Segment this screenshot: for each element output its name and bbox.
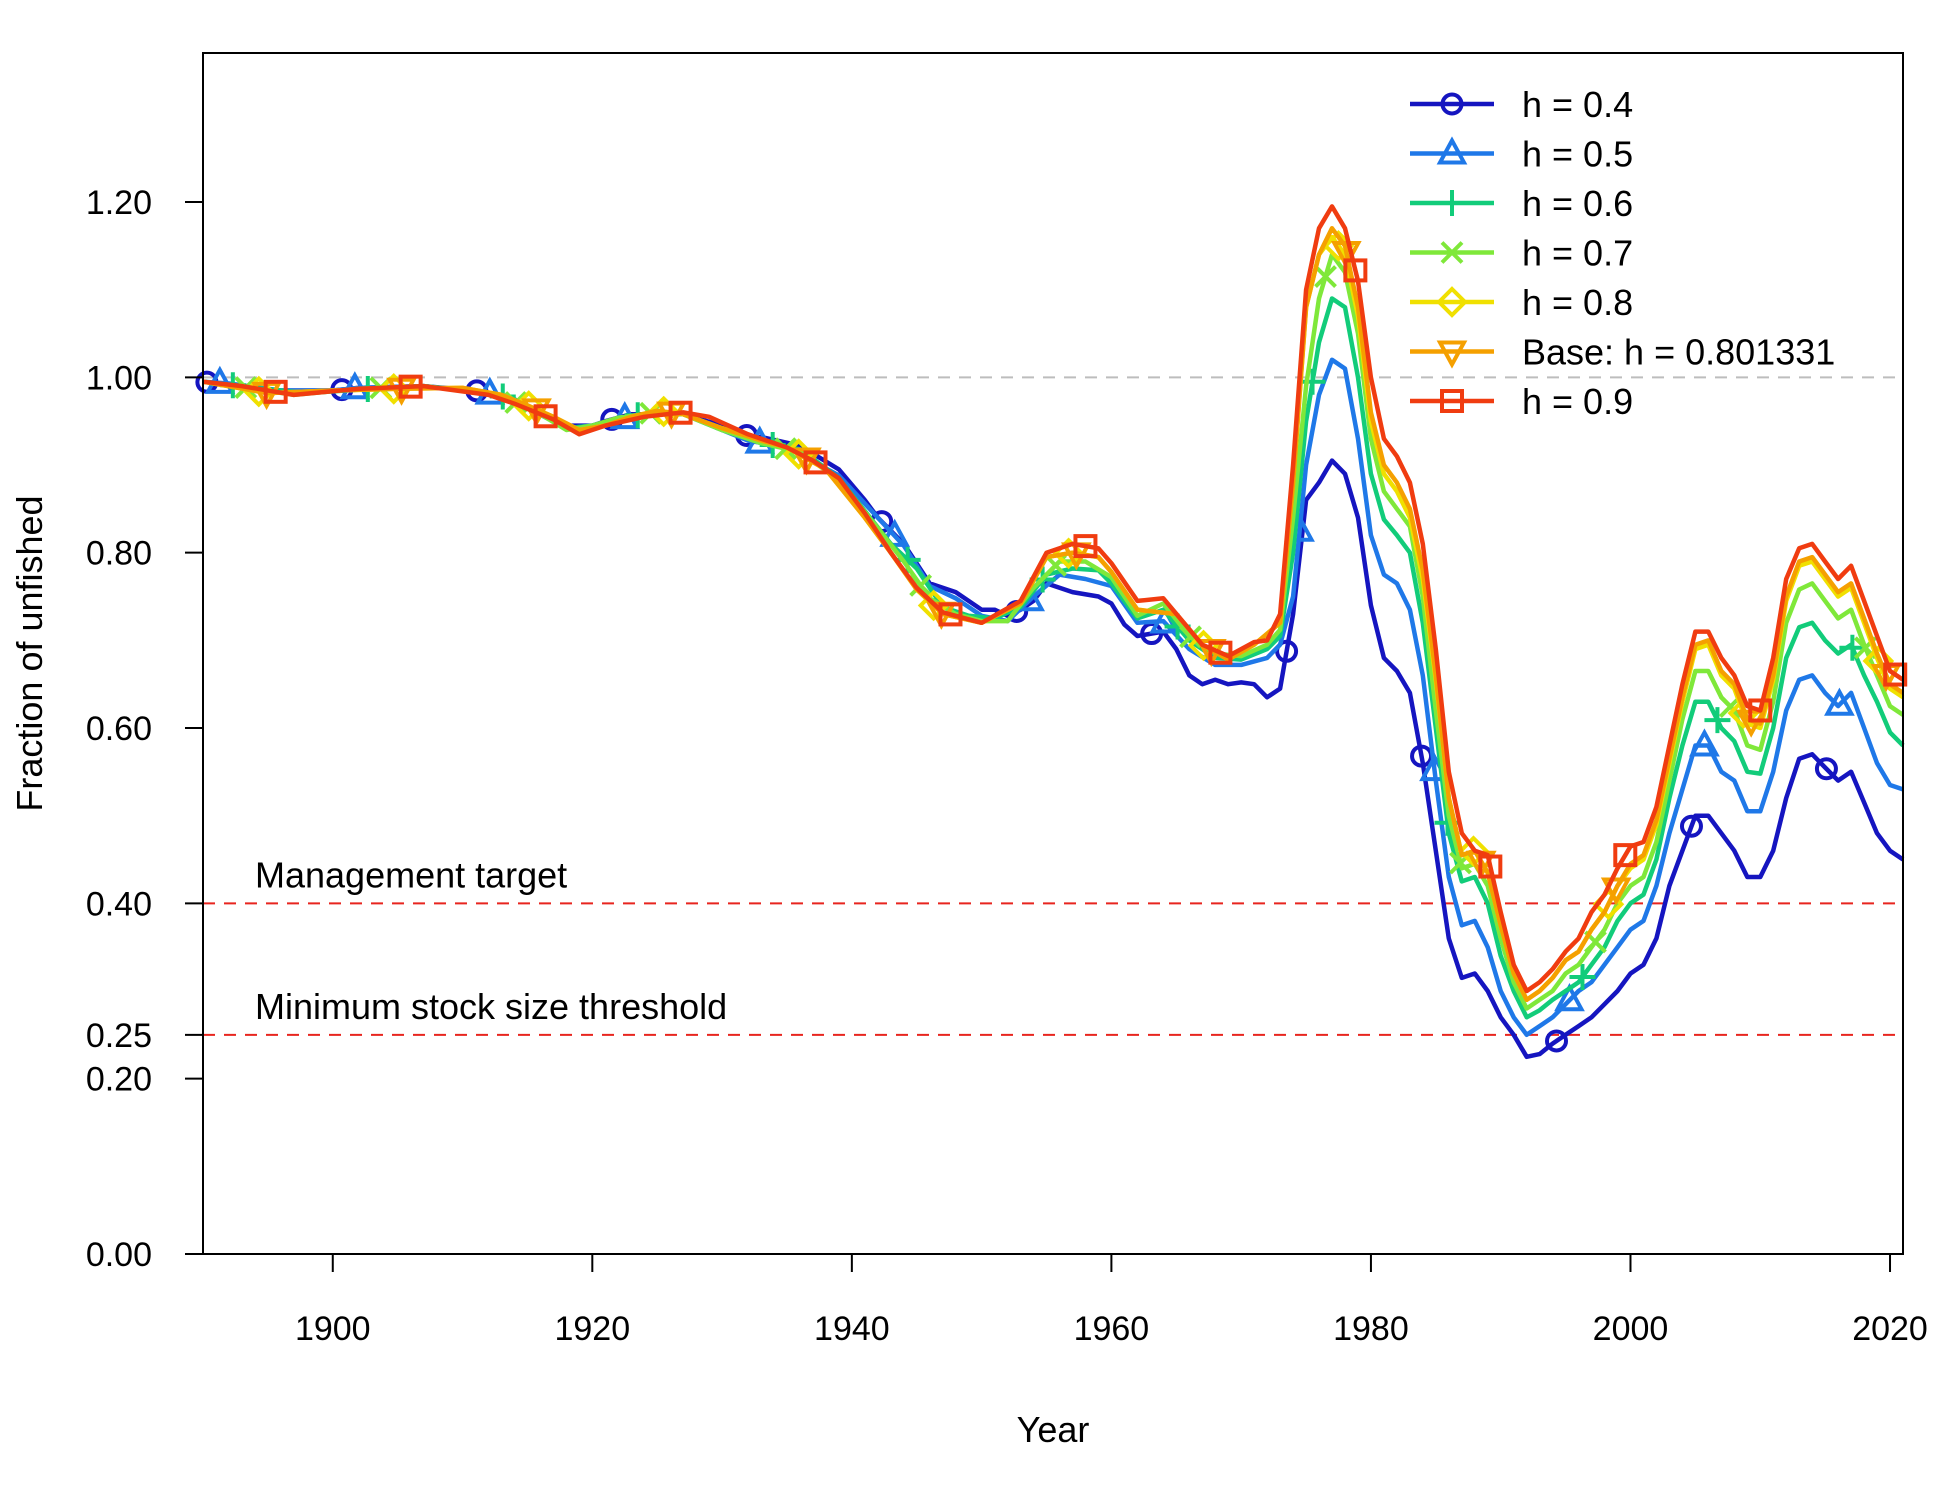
legend-item: h = 0.4 [1410, 84, 1633, 125]
series-marker [668, 400, 693, 425]
legend-item: h = 0.6 [1410, 183, 1633, 224]
series-marker [1883, 662, 1908, 687]
series-marker [803, 450, 828, 475]
series-marker [398, 374, 423, 399]
series-marker [1613, 843, 1638, 868]
x-axis-title: Year [1017, 1409, 1090, 1450]
legend-label: h = 0.5 [1522, 134, 1633, 175]
legend-label: h = 0.4 [1522, 84, 1633, 125]
x-axis: 1900 1920 1940 1960 1980 2000 2020 [295, 1254, 1928, 1348]
x-tick-label: 2020 [1852, 1310, 1928, 1348]
series-marker [917, 589, 950, 622]
y-tick-label: 0.60 [86, 710, 152, 748]
series-marker [1704, 707, 1731, 734]
legend-marker [1439, 190, 1465, 216]
series-group [195, 204, 1908, 1060]
series-marker [1208, 640, 1233, 665]
legend-marker [1440, 389, 1464, 413]
series-line [202, 226, 1905, 1003]
legend-item: h = 0.9 [1410, 381, 1633, 422]
series-marker [1073, 534, 1098, 559]
x-tick-label: 1900 [295, 1310, 371, 1348]
y-tick-label: 1.20 [86, 184, 152, 222]
legend-marker [1440, 241, 1464, 264]
series-marker [1569, 963, 1596, 990]
y-axis: 0.00 0.20 0.25 0.40 0.60 0.80 1.00 1.20 [86, 184, 203, 1274]
legend-label: h = 0.9 [1522, 381, 1633, 422]
legend-item: h = 0.8 [1410, 282, 1633, 323]
series-line [202, 379, 1905, 1060]
legend-label: h = 0.6 [1522, 183, 1633, 224]
series-marker [533, 404, 558, 429]
series-marker [938, 602, 963, 627]
legend-item: h = 0.7 [1410, 233, 1633, 274]
series-marker [1179, 625, 1202, 649]
reference-lines: Management target Minimum stock size thre… [203, 376, 1903, 1036]
reference-line-label: Minimum stock size threshold [255, 986, 727, 1027]
series-marker [1314, 265, 1337, 288]
y-tick-label: 0.25 [86, 1017, 152, 1055]
series-marker [1689, 728, 1720, 757]
legend-marker [1440, 92, 1464, 116]
legend-marker [1436, 340, 1468, 369]
series-marker [1275, 639, 1299, 663]
y-axis-title: Fraction of unfished [9, 495, 50, 811]
y-tick-label: 0.00 [86, 1236, 152, 1274]
legend-item: h = 0.5 [1410, 134, 1633, 175]
legend-label: Base: h = 0.801331 [1522, 332, 1835, 373]
series-marker [1299, 368, 1326, 395]
x-tick-label: 1960 [1074, 1310, 1150, 1348]
y-tick-label: 0.20 [86, 1061, 152, 1099]
x-tick-label: 1980 [1333, 1310, 1409, 1348]
series-marker [1478, 854, 1503, 879]
series-marker [1554, 983, 1585, 1012]
legend-marker [1436, 286, 1468, 318]
legend-label: h = 0.8 [1522, 282, 1633, 323]
x-tick-label: 2000 [1593, 1310, 1669, 1348]
series-marker [339, 371, 371, 400]
series-marker [1545, 1029, 1569, 1053]
series-marker [1824, 687, 1855, 716]
series-marker [1679, 814, 1703, 838]
y-tick-label: 0.40 [86, 885, 152, 923]
y-tick-label: 0.80 [86, 535, 152, 573]
legend-marker [1436, 136, 1468, 165]
plot-frame [202, 52, 1904, 1255]
series-marker [1748, 698, 1773, 723]
series-marker [1600, 877, 1632, 906]
series-7 [202, 204, 1908, 994]
x-tick-label: 1940 [814, 1310, 890, 1348]
y-tick-label: 1.00 [86, 359, 152, 397]
legend-label: h = 0.7 [1522, 233, 1633, 274]
series-marker [263, 379, 288, 404]
legend: h = 0.4 h = 0.5 h = 0.6 h = 0.7 h = 0.8 Base:… [1410, 84, 1835, 422]
x-tick-label: 1920 [554, 1310, 630, 1348]
reference-line-label: Management target [255, 854, 567, 895]
series-marker [909, 573, 933, 597]
series-marker [1839, 634, 1866, 661]
legend-item: Base: h = 0.801331 [1410, 332, 1835, 373]
series-marker [1343, 258, 1368, 283]
series-marker [1814, 757, 1838, 781]
series-line [202, 204, 1905, 994]
